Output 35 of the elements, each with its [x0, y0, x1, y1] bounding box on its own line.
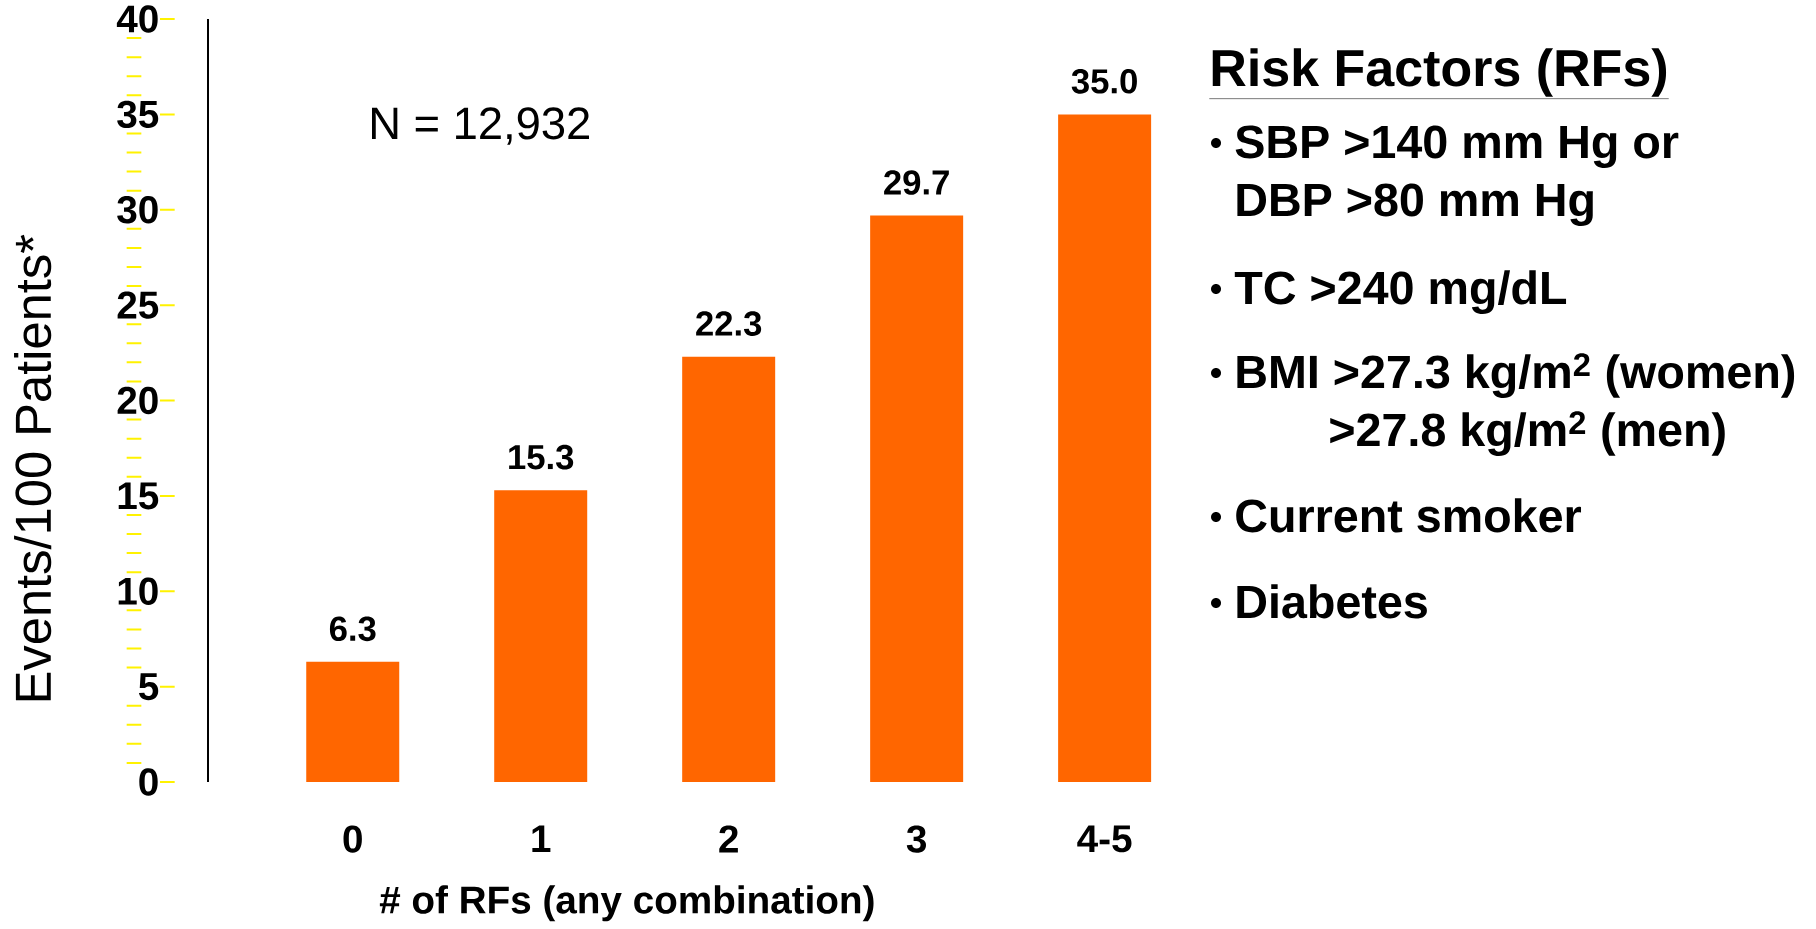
y-tick-label: 5: [138, 673, 159, 701]
y-axis-title: Events/100 Patients*: [14, 234, 52, 701]
data-label: 22.3: [696, 311, 762, 336]
text: Diabetes: [1237, 584, 1427, 619]
text: SBP >140 mm Hg or: [1235, 125, 1679, 168]
y-tick-label: 15: [118, 482, 159, 510]
text: BMI >27.3 kg/m$^{2}$ (women): [1237, 353, 1795, 398]
x-tick-label: 3: [906, 825, 927, 853]
text: TC >240 mg/dL: [1234, 270, 1567, 314]
bar: [682, 356, 776, 783]
data-label: 35.0: [1071, 69, 1137, 94]
y-tick-label: 25: [117, 291, 159, 319]
y-tick-label: 40: [116, 5, 158, 33]
data-label: 6.3: [329, 616, 376, 642]
text: DBP >80 mm Hg: [1237, 183, 1593, 226]
y-tick-label: 20: [117, 386, 158, 415]
text: >27.8 kg/m$^{2}$ (men): [1330, 411, 1725, 456]
x-tick-label: 2: [719, 825, 738, 853]
y-tick-label: 30: [117, 196, 158, 224]
bar: [1058, 114, 1152, 783]
bar: [494, 490, 588, 783]
x-tick-label: 1: [532, 825, 551, 852]
data-label: 15.3: [509, 444, 574, 470]
bar: [306, 661, 400, 783]
x-axis-title: # of RFs (any combination): [379, 885, 874, 922]
x-tick-label: 0: [343, 825, 362, 853]
text: Risk Factors (RFs): [1212, 48, 1667, 97]
text: Current smoker: [1236, 498, 1582, 533]
bar: [870, 215, 964, 783]
data-label: 29.7: [884, 170, 949, 195]
y-tick-label: 10: [118, 577, 158, 605]
annotation: N = 12,932: [372, 107, 589, 145]
y-tick-label: 0: [139, 768, 158, 796]
x-tick-label: 4-5: [1077, 825, 1132, 853]
y-tick-label: 35: [117, 100, 159, 129]
